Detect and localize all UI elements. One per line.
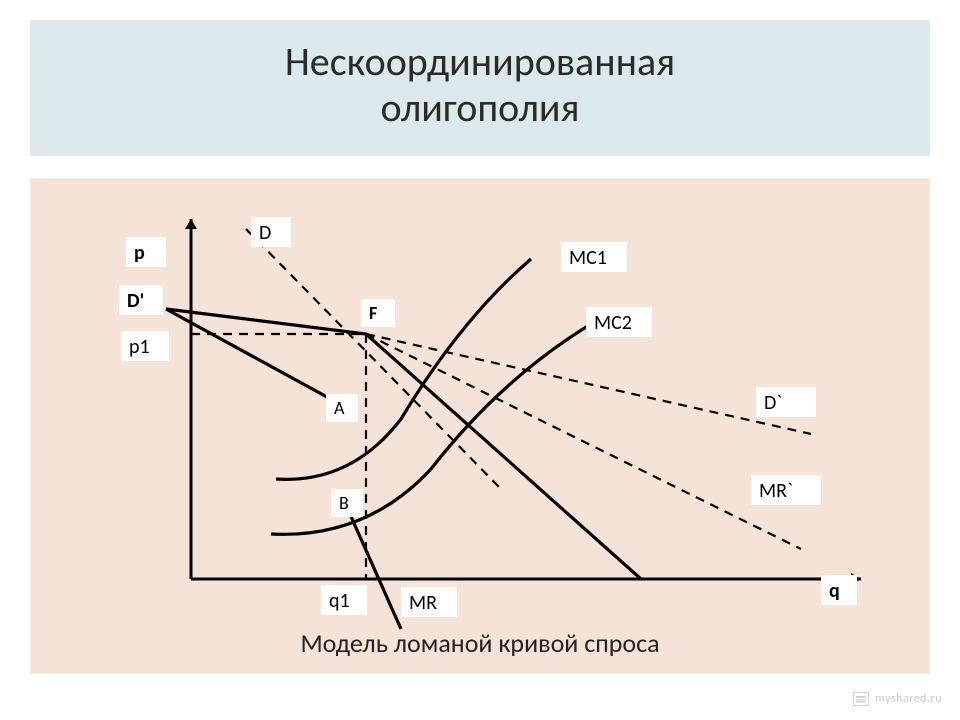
label-p: p	[126, 237, 166, 267]
svg-text:D: D	[259, 221, 271, 245]
label-Dprime: D'	[119, 285, 163, 315]
title-line-1: Нескоординированная	[51, 39, 909, 85]
label-F: F	[361, 299, 395, 327]
svg-text:q1: q1	[329, 589, 350, 613]
label-q: q	[821, 575, 857, 605]
curve-mc2	[271, 324, 591, 534]
svg-text:p1: p1	[129, 335, 150, 359]
curve-d_dash_right	[366, 334, 811, 434]
label-A: A	[326, 394, 358, 422]
svg-text:D': D'	[127, 289, 144, 313]
chart-caption: Модель ломаной кривой спроса	[31, 627, 929, 659]
svg-text:q: q	[829, 579, 840, 603]
curve-d_dash_upper	[246, 229, 501, 489]
svg-text:MC2: MC2	[594, 311, 632, 335]
svg-text:MC1: MC1	[569, 246, 607, 270]
svg-text:MR`: MR`	[759, 479, 793, 503]
watermark-text: myshared.ru	[875, 692, 942, 706]
svg-text:F: F	[369, 302, 377, 324]
chart-panel: p D D' p1 F A B MC1 MC2 D` MR` q1 MR q Модель ломаной…	[30, 178, 930, 674]
svg-text:D`: D`	[764, 391, 782, 415]
title-box: Нескоординированная олигополия	[30, 20, 930, 156]
curve-mr_dash	[366, 334, 801, 549]
watermark: myshared.ru	[853, 692, 942, 706]
label-D_r: D`	[756, 387, 816, 417]
label-D_top: D	[251, 217, 291, 247]
label-B: B	[331, 489, 363, 517]
label-MC2: MC2	[586, 307, 652, 337]
label-p1: p1	[121, 331, 169, 361]
economics-diagram: p D D' p1 F A B MC1 MC2 D` MR` q1 MR q	[31, 179, 931, 675]
svg-text:A: A	[334, 397, 345, 419]
label-MC1: MC1	[561, 242, 627, 272]
label-MR: MR	[401, 587, 457, 617]
label-MR_r: MR`	[751, 475, 821, 505]
title-line-2: олигополия	[51, 85, 909, 131]
slide: Нескоординированная олигополия p D D' p1 F A B…	[0, 0, 960, 720]
svg-text:MR: MR	[409, 591, 437, 615]
svg-text:B: B	[339, 492, 349, 514]
label-q1: q1	[321, 585, 367, 615]
presentation-icon	[853, 692, 869, 706]
svg-text:p: p	[134, 241, 145, 265]
